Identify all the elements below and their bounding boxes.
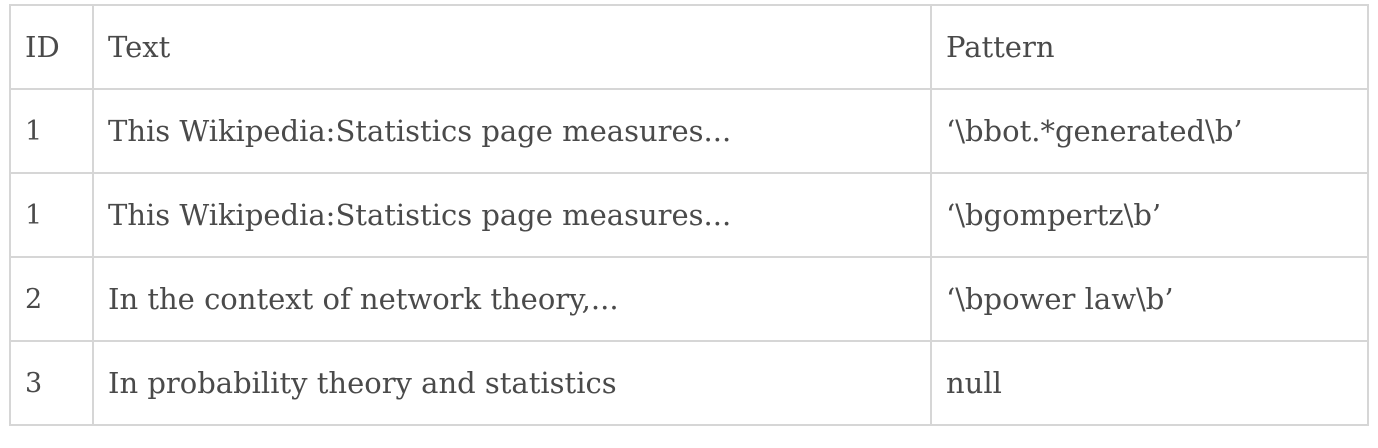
table-row: 1 This Wikipedia:Statistics page measure… <box>9 88 1369 174</box>
header-pattern: Pattern <box>930 4 1369 90</box>
cell-text: In probability theory and statistics <box>92 340 932 426</box>
table-row: 1 This Wikipedia:Statistics page measure… <box>9 172 1369 258</box>
cell-id: 3 <box>9 340 94 426</box>
cell-text: In the context of network theory,... <box>92 256 932 342</box>
cell-id: 1 <box>9 88 94 174</box>
cell-pattern: null <box>930 340 1369 426</box>
pattern-table: ID Text Pattern 1 This Wikipedia:Statist… <box>9 4 1369 426</box>
cell-id: 1 <box>9 172 94 258</box>
cell-text: This Wikipedia:Statistics page measures.… <box>92 88 932 174</box>
cell-pattern: ‘\bpower law\b’ <box>930 256 1369 342</box>
cell-pattern: ‘\bbot.*generated\b’ <box>930 88 1369 174</box>
header-row: ID Text Pattern <box>9 4 1369 90</box>
header-id: ID <box>9 4 94 90</box>
header-text: Text <box>92 4 932 90</box>
cell-id: 2 <box>9 256 94 342</box>
table-row: 3 In probability theory and statistics n… <box>9 340 1369 426</box>
data-table-container: ID Text Pattern 1 This Wikipedia:Statist… <box>9 4 1369 426</box>
table-row: 2 In the context of network theory,... ‘… <box>9 256 1369 342</box>
cell-text: This Wikipedia:Statistics page measures.… <box>92 172 932 258</box>
cell-pattern: ‘\bgompertz\b’ <box>930 172 1369 258</box>
